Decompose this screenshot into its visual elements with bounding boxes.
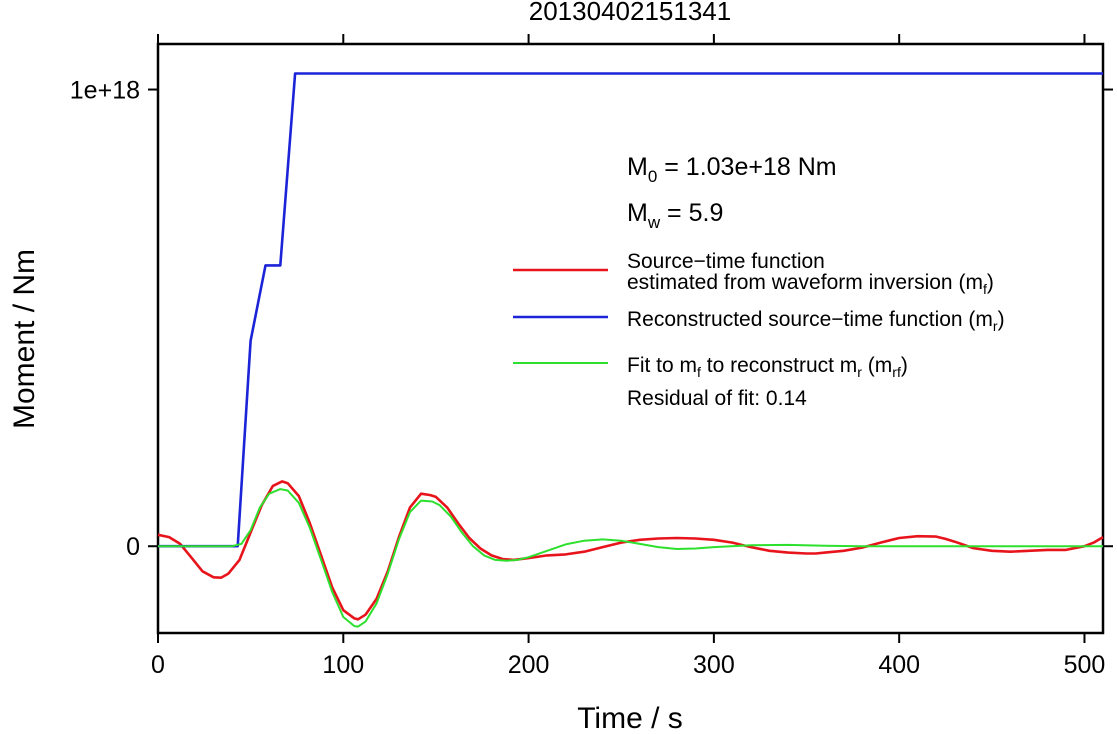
legend-label-mf-line1: Source−time function: [627, 250, 825, 273]
legend-mrf-sub1: f: [697, 364, 701, 380]
legend-mrf-close: ): [901, 354, 908, 377]
m0-symbol: M: [627, 153, 648, 181]
series-line-mf: [157, 480, 1104, 621]
legend-mrf-sub2: r: [857, 364, 862, 380]
y-tick-label: 1e+18: [70, 77, 140, 105]
legend-mrf-sub3: rf: [892, 364, 901, 380]
x-axis-label: Time / s: [577, 702, 683, 734]
mw-symbol: M: [627, 199, 648, 227]
m0-annotation: M0 = 1.03e+18 Nm: [627, 153, 837, 186]
x-axis-ticks: 0 100 200 300 400 500: [151, 633, 1105, 679]
plot-frame: [156, 42, 1105, 635]
legend-mf-text: estimated from waveform inversion (m: [627, 271, 983, 294]
y-tick-label: 0: [126, 533, 140, 561]
legend-label-mrf: Fit to mf to reconstruct mr (mrf): [627, 354, 908, 380]
series-layer: [157, 72, 1104, 628]
y-axis-label: Moment / Nm: [8, 249, 41, 429]
chart-title: 20130402151341: [529, 0, 731, 26]
x-tick-label: 0: [151, 651, 165, 679]
x-tick-label: 300: [693, 651, 735, 679]
m0-subscript: 0: [648, 167, 657, 186]
legend-mf-close: ): [987, 271, 994, 294]
x-axis-top-ticks: [157, 34, 1086, 44]
legend-mrf-text2: to reconstruct m: [701, 354, 857, 377]
m0-value: = 1.03e+18 Nm: [657, 153, 836, 181]
legend-mr-close: ): [998, 308, 1005, 331]
mw-annotation: Mw = 5.9: [627, 199, 723, 232]
legend-mr-sub: r: [993, 318, 998, 334]
x-tick-label: 100: [322, 651, 364, 679]
legend-mrf-text1: Fit to m: [627, 354, 697, 377]
x-tick-label: 200: [508, 651, 550, 679]
legend-mf-sub: f: [983, 281, 987, 297]
mw-value: = 5.9: [660, 199, 723, 227]
residual-annotation: Residual of fit: 0.14: [627, 387, 807, 410]
legend-mr-text: Reconstructed source−time function (m: [627, 308, 993, 331]
series-line-mrf: [158, 488, 1103, 628]
legend: Source−time function estimated from wave…: [513, 250, 1005, 410]
legend-label-mr: Reconstructed source−time function (mr): [627, 308, 1005, 334]
legend-label-mf-line2: estimated from waveform inversion (mf): [627, 271, 994, 297]
y-axis-ticks: 0 1e+18: [70, 77, 1113, 561]
x-tick-label: 400: [878, 651, 920, 679]
mw-subscript: w: [647, 213, 661, 232]
x-tick-label: 500: [1064, 651, 1106, 679]
legend-mrf-text3: (m: [862, 354, 892, 377]
series-line-mr: [158, 72, 1103, 548]
